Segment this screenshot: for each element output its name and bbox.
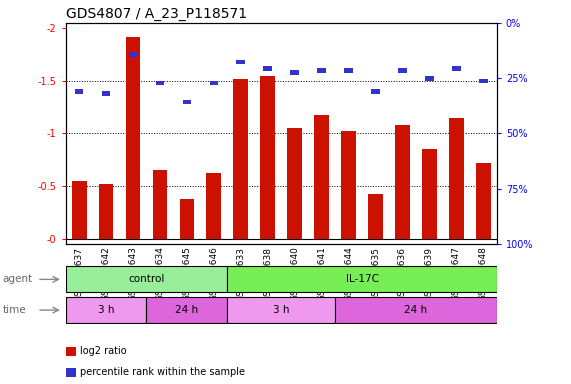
Bar xyxy=(449,118,464,238)
Bar xyxy=(66,266,227,292)
Bar xyxy=(317,68,326,73)
Bar xyxy=(287,128,302,238)
Bar xyxy=(395,125,410,238)
Text: percentile rank within the sample: percentile rank within the sample xyxy=(80,367,245,377)
Text: 24 h: 24 h xyxy=(404,305,428,315)
Bar xyxy=(368,194,383,238)
Bar xyxy=(291,70,299,75)
Bar xyxy=(398,68,407,73)
Bar xyxy=(260,76,275,238)
Bar xyxy=(102,91,110,96)
Bar xyxy=(479,78,488,83)
Text: 3 h: 3 h xyxy=(273,305,289,315)
Bar xyxy=(207,174,222,238)
Text: time: time xyxy=(3,305,26,315)
Bar xyxy=(99,184,114,238)
Text: 3 h: 3 h xyxy=(98,305,114,315)
Bar xyxy=(236,60,245,64)
Bar xyxy=(152,170,167,238)
Text: IL-17C: IL-17C xyxy=(345,274,379,285)
Bar xyxy=(156,81,164,85)
Bar xyxy=(183,99,191,104)
Bar xyxy=(75,89,83,94)
Bar xyxy=(344,68,353,73)
Bar xyxy=(452,66,461,71)
Bar xyxy=(227,266,497,292)
Text: 24 h: 24 h xyxy=(175,305,199,315)
Bar xyxy=(425,76,434,81)
Text: GDS4807 / A_23_P118571: GDS4807 / A_23_P118571 xyxy=(66,7,247,21)
Bar xyxy=(66,297,147,323)
Text: control: control xyxy=(128,274,164,285)
Bar xyxy=(147,297,227,323)
Text: log2 ratio: log2 ratio xyxy=(80,346,127,356)
Bar xyxy=(72,181,87,238)
Bar xyxy=(234,79,248,238)
Bar xyxy=(126,37,140,238)
Bar xyxy=(314,114,329,238)
Bar xyxy=(335,297,497,323)
Bar xyxy=(128,52,138,57)
Bar xyxy=(476,163,490,238)
Bar xyxy=(341,131,356,238)
Bar xyxy=(422,149,437,238)
Bar xyxy=(227,297,335,323)
Bar xyxy=(179,199,194,238)
Bar xyxy=(210,81,218,85)
Text: agent: agent xyxy=(3,274,33,285)
Bar xyxy=(371,89,380,94)
Bar xyxy=(263,66,272,71)
